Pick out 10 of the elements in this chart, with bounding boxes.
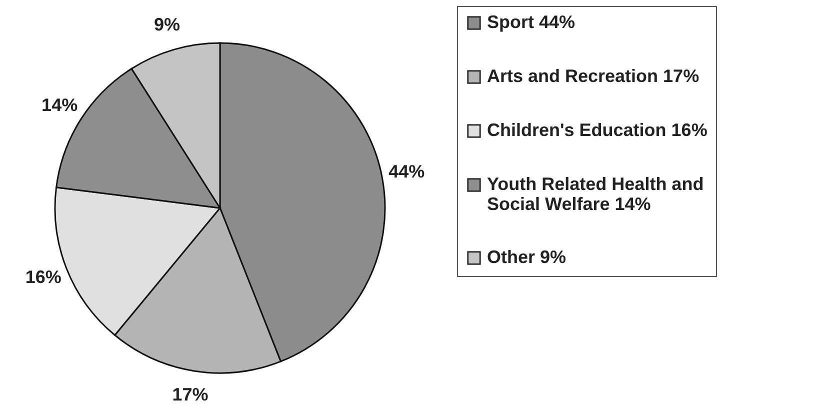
data-label: 9% (154, 14, 180, 35)
legend-label: Other 9% (487, 247, 566, 267)
legend-label: Youth Related Health and Social Welfare 14% (487, 174, 704, 214)
legend-label: Arts and Recreation 17% (487, 66, 700, 86)
data-label: 44% (388, 161, 425, 182)
data-label: 14% (42, 95, 78, 116)
legend-label: Sport 44% (487, 12, 576, 32)
legend-label: Children's Education 16% (487, 120, 708, 140)
data-label: 16% (25, 266, 62, 287)
data-label: 17% (172, 384, 208, 405)
